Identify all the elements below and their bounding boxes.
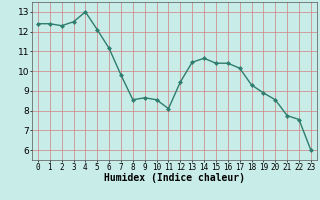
X-axis label: Humidex (Indice chaleur): Humidex (Indice chaleur) xyxy=(104,173,245,183)
